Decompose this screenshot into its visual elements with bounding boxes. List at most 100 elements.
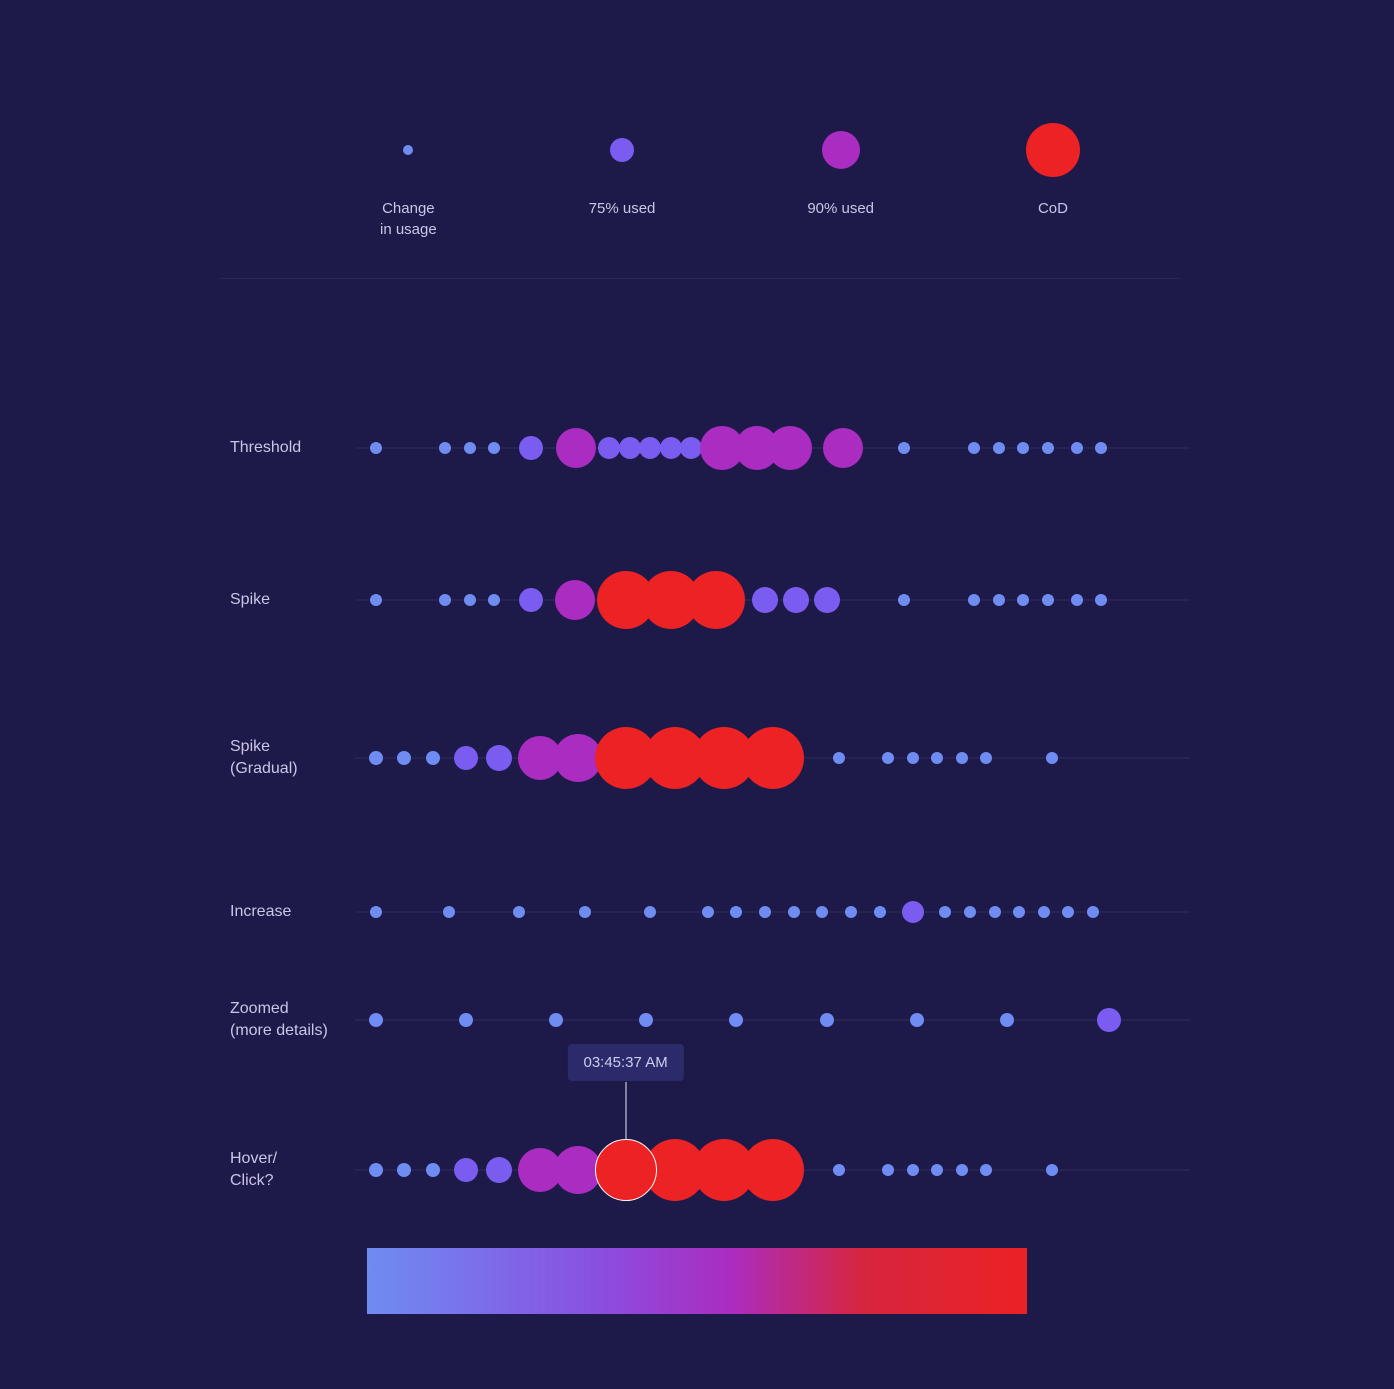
data-point[interactable] bbox=[759, 906, 771, 918]
data-point[interactable] bbox=[1042, 594, 1054, 606]
data-point[interactable] bbox=[823, 428, 863, 468]
track[interactable] bbox=[355, 980, 1190, 1060]
data-point[interactable] bbox=[730, 906, 742, 918]
data-point[interactable] bbox=[439, 442, 451, 454]
data-point[interactable] bbox=[639, 1013, 653, 1027]
data-point[interactable] bbox=[1000, 1013, 1014, 1027]
data-point[interactable] bbox=[687, 571, 745, 629]
data-point[interactable] bbox=[989, 906, 1001, 918]
data-point[interactable] bbox=[644, 906, 656, 918]
data-point[interactable] bbox=[993, 442, 1005, 454]
data-point[interactable] bbox=[459, 1013, 473, 1027]
data-point[interactable] bbox=[1013, 906, 1025, 918]
data-point[interactable] bbox=[968, 442, 980, 454]
data-point[interactable] bbox=[639, 437, 661, 459]
data-point[interactable] bbox=[902, 901, 924, 923]
data-point[interactable] bbox=[910, 1013, 924, 1027]
data-point[interactable] bbox=[882, 752, 894, 764]
track[interactable] bbox=[355, 560, 1190, 640]
data-point[interactable] bbox=[426, 1163, 440, 1177]
data-point[interactable] bbox=[702, 906, 714, 918]
data-point[interactable] bbox=[742, 727, 804, 789]
data-point[interactable] bbox=[443, 906, 455, 918]
data-point[interactable] bbox=[454, 746, 478, 770]
data-point[interactable] bbox=[660, 437, 682, 459]
data-point[interactable] bbox=[519, 436, 543, 460]
data-point[interactable] bbox=[1087, 906, 1099, 918]
data-point[interactable] bbox=[369, 1163, 383, 1177]
data-point[interactable] bbox=[549, 1013, 563, 1027]
data-point[interactable] bbox=[486, 745, 512, 771]
data-point[interactable] bbox=[488, 594, 500, 606]
data-point[interactable] bbox=[939, 906, 951, 918]
data-point[interactable] bbox=[598, 437, 620, 459]
data-point[interactable] bbox=[397, 1163, 411, 1177]
legend-item: Change in usage bbox=[380, 120, 437, 240]
data-point[interactable] bbox=[956, 752, 968, 764]
data-point[interactable] bbox=[370, 906, 382, 918]
data-point[interactable] bbox=[845, 906, 857, 918]
data-point[interactable] bbox=[1042, 442, 1054, 454]
track[interactable] bbox=[355, 408, 1190, 488]
track[interactable] bbox=[355, 872, 1190, 952]
data-point[interactable] bbox=[768, 426, 812, 470]
data-point[interactable] bbox=[1046, 752, 1058, 764]
data-point[interactable] bbox=[397, 751, 411, 765]
data-point[interactable] bbox=[370, 594, 382, 606]
data-point[interactable] bbox=[555, 580, 595, 620]
data-point[interactable] bbox=[814, 587, 840, 613]
data-point[interactable] bbox=[964, 906, 976, 918]
data-point[interactable] bbox=[488, 442, 500, 454]
data-point[interactable] bbox=[464, 594, 476, 606]
data-point[interactable] bbox=[729, 1013, 743, 1027]
data-point[interactable] bbox=[820, 1013, 834, 1027]
data-point[interactable] bbox=[519, 588, 543, 612]
data-point[interactable] bbox=[1095, 594, 1107, 606]
data-point[interactable] bbox=[680, 437, 702, 459]
data-point[interactable] bbox=[968, 594, 980, 606]
data-point[interactable] bbox=[1038, 906, 1050, 918]
data-point[interactable] bbox=[788, 906, 800, 918]
data-point[interactable] bbox=[1097, 1008, 1121, 1032]
data-point[interactable] bbox=[980, 752, 992, 764]
data-point[interactable] bbox=[513, 906, 525, 918]
data-point[interactable] bbox=[579, 906, 591, 918]
data-point[interactable] bbox=[370, 442, 382, 454]
data-point[interactable] bbox=[931, 1164, 943, 1176]
data-point[interactable] bbox=[369, 751, 383, 765]
data-point[interactable] bbox=[1095, 442, 1107, 454]
data-point[interactable] bbox=[1071, 594, 1083, 606]
data-point[interactable] bbox=[464, 442, 476, 454]
data-point[interactable] bbox=[874, 906, 886, 918]
data-point[interactable] bbox=[882, 1164, 894, 1176]
data-point[interactable] bbox=[1046, 1164, 1058, 1176]
data-point[interactable] bbox=[907, 752, 919, 764]
data-point[interactable] bbox=[1017, 594, 1029, 606]
data-point[interactable] bbox=[783, 587, 809, 613]
track[interactable]: 03:45:37 AM bbox=[355, 1130, 1190, 1210]
data-point[interactable] bbox=[956, 1164, 968, 1176]
data-point[interactable] bbox=[833, 752, 845, 764]
data-point[interactable] bbox=[619, 437, 641, 459]
data-point[interactable] bbox=[898, 442, 910, 454]
data-point[interactable] bbox=[898, 594, 910, 606]
data-point[interactable] bbox=[980, 1164, 992, 1176]
data-point[interactable] bbox=[369, 1013, 383, 1027]
track-line bbox=[355, 1020, 1190, 1021]
data-point[interactable] bbox=[426, 751, 440, 765]
track[interactable] bbox=[355, 718, 1190, 798]
data-point[interactable] bbox=[907, 1164, 919, 1176]
data-point[interactable] bbox=[742, 1139, 804, 1201]
data-point[interactable] bbox=[833, 1164, 845, 1176]
data-point[interactable] bbox=[752, 587, 778, 613]
data-point[interactable] bbox=[439, 594, 451, 606]
data-point[interactable] bbox=[1062, 906, 1074, 918]
data-point[interactable] bbox=[556, 428, 596, 468]
data-point[interactable] bbox=[486, 1157, 512, 1183]
data-point[interactable] bbox=[1017, 442, 1029, 454]
data-point[interactable] bbox=[993, 594, 1005, 606]
data-point[interactable] bbox=[1071, 442, 1083, 454]
data-point[interactable] bbox=[931, 752, 943, 764]
data-point[interactable] bbox=[816, 906, 828, 918]
data-point[interactable] bbox=[454, 1158, 478, 1182]
